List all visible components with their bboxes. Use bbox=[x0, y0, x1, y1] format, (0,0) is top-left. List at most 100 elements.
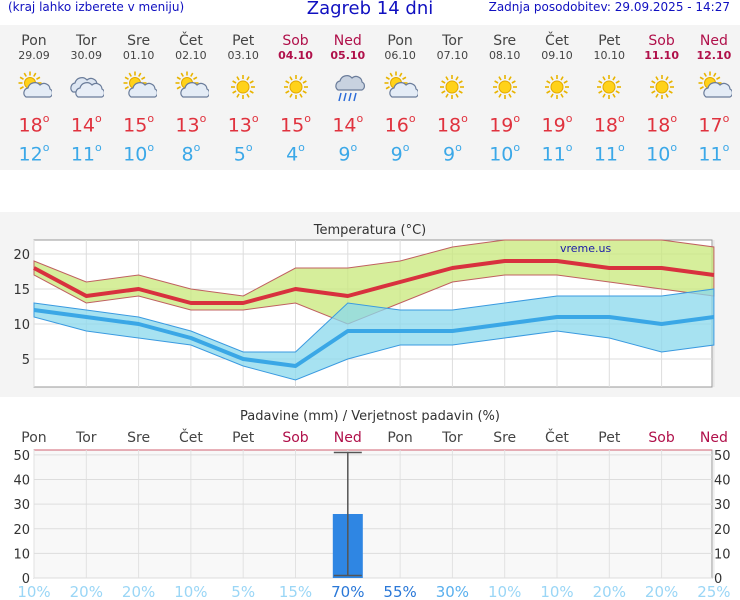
probability-label: 25% bbox=[697, 583, 730, 600]
day-name: Pet bbox=[598, 33, 621, 49]
rain-cloud-icon bbox=[335, 75, 365, 102]
max-temp: 13o bbox=[227, 112, 259, 137]
precipitation-title: Padavine (mm) / Verjetnost padavin (%) bbox=[240, 409, 500, 424]
min-temp: 10o bbox=[489, 141, 521, 166]
day-date: 09.10 bbox=[541, 49, 573, 62]
y-tick-label: 50 bbox=[13, 449, 30, 464]
max-temp: 15o bbox=[123, 112, 155, 137]
probability-label: 10% bbox=[540, 583, 573, 600]
sun-cloud-icon bbox=[384, 71, 419, 98]
probability-label: 20% bbox=[645, 583, 678, 600]
x-tick-label: Čet bbox=[545, 428, 569, 446]
y-tick-label-right: 20 bbox=[714, 523, 731, 538]
sun-icon bbox=[440, 75, 465, 99]
day-name: Čet bbox=[545, 33, 569, 49]
day-date: 30.09 bbox=[70, 49, 103, 62]
x-tick-label: Čet bbox=[179, 428, 203, 446]
x-tick-label: Pet bbox=[598, 430, 621, 446]
y-tick-label: 10 bbox=[13, 318, 30, 333]
min-temp: 12o bbox=[18, 141, 50, 166]
day-date: 10.10 bbox=[593, 49, 626, 62]
sun-icon bbox=[283, 75, 308, 99]
y-tick-label-right: 40 bbox=[714, 474, 731, 489]
cloud-icon bbox=[70, 77, 105, 98]
day-date: 04.10 bbox=[278, 49, 313, 62]
max-temp: 17o bbox=[698, 112, 730, 137]
probability-label: 20% bbox=[70, 583, 103, 600]
min-temp: 11o bbox=[541, 141, 573, 166]
sun-icon bbox=[649, 75, 674, 99]
x-tick-label: Pet bbox=[232, 430, 255, 446]
day-date: 05.10 bbox=[330, 49, 366, 62]
day-date: 08.10 bbox=[488, 49, 521, 62]
min-temp: 11o bbox=[698, 141, 730, 166]
y-tick-label: 20 bbox=[13, 248, 30, 263]
y-tick-label: 40 bbox=[13, 474, 30, 489]
min-temp: 4o bbox=[286, 141, 305, 166]
last-update: Zadnja posodobitev: 29.09.2025 - 14:27 bbox=[488, 0, 730, 14]
min-temp: 11o bbox=[70, 141, 102, 166]
temperature-title: Temperatura (°C) bbox=[313, 223, 426, 238]
min-temp: 9o bbox=[442, 141, 462, 166]
x-tick-label: Tor bbox=[441, 430, 463, 446]
day-date: 07.10 bbox=[436, 49, 469, 62]
y-tick-label: 10 bbox=[13, 547, 30, 562]
sun-cloud-icon bbox=[175, 71, 209, 98]
min-temp: 8o bbox=[181, 141, 201, 166]
temperature-chart: Temperatura (°C) 5 10 15 20 vreme.us bbox=[0, 212, 740, 397]
max-temp: 16o bbox=[384, 112, 416, 137]
min-temp: 5o bbox=[233, 141, 253, 166]
location-hint[interactable]: (kraj lahko izberete v meniju) bbox=[8, 0, 185, 14]
day-name: Čet bbox=[178, 33, 203, 49]
x-tick-label: Sob bbox=[648, 430, 674, 446]
max-temp: 19o bbox=[489, 112, 521, 137]
x-tick-label: Tor bbox=[75, 430, 97, 446]
day-date: 11.10 bbox=[644, 49, 679, 62]
max-temp: 15o bbox=[280, 112, 311, 137]
sun-icon bbox=[597, 75, 622, 99]
max-temp: 18o bbox=[646, 112, 678, 137]
sun-icon bbox=[545, 75, 569, 99]
probability-label: 10% bbox=[488, 583, 521, 600]
max-temp: 19o bbox=[541, 112, 573, 137]
max-temp: 14o bbox=[332, 112, 364, 137]
y-tick-label: 20 bbox=[13, 523, 30, 538]
x-tick-label: Ned bbox=[700, 430, 728, 446]
probability-label: 20% bbox=[593, 583, 626, 600]
max-temp: 18o bbox=[18, 112, 50, 137]
probability-label: 20% bbox=[122, 583, 155, 600]
y-tick-label-right: 10 bbox=[714, 547, 731, 562]
probability-label: 30% bbox=[436, 583, 469, 600]
sun-cloud-icon bbox=[698, 71, 732, 98]
day-name: Sob bbox=[648, 33, 675, 49]
min-temp: 9o bbox=[390, 141, 410, 166]
min-temp: 10o bbox=[646, 141, 678, 166]
day-date: 02.10 bbox=[175, 49, 207, 62]
max-temp: 18o bbox=[593, 112, 625, 137]
watermark: vreme.us bbox=[560, 242, 612, 255]
y-tick-label: 0 bbox=[22, 572, 30, 587]
x-tick-label: Pon bbox=[21, 430, 46, 446]
x-tick-label: Sre bbox=[127, 430, 150, 446]
max-temp: 13o bbox=[175, 112, 207, 137]
x-tick-label: Ned bbox=[334, 430, 362, 446]
day-date: 29.09 bbox=[18, 49, 50, 62]
y-tick-label: 15 bbox=[13, 283, 30, 298]
day-name: Pon bbox=[21, 33, 47, 49]
max-temp: 14o bbox=[70, 112, 102, 137]
page-title: Zagreb 14 dni bbox=[306, 0, 434, 19]
day-date: 01.10 bbox=[122, 49, 155, 62]
range-band bbox=[33, 288, 715, 381]
y-tick-label-right: 30 bbox=[714, 498, 731, 513]
day-name: Ned bbox=[333, 33, 362, 49]
y-tick-label-right: 50 bbox=[714, 449, 731, 464]
probability-label: 55% bbox=[383, 583, 416, 600]
min-temp: 11o bbox=[593, 141, 625, 166]
probability-label: 5% bbox=[231, 583, 255, 600]
day-name: Ned bbox=[699, 33, 728, 49]
x-tick-label: Sob bbox=[282, 430, 308, 446]
series-line bbox=[33, 308, 715, 368]
min-temp: 10o bbox=[123, 141, 155, 166]
y-tick-label: 5 bbox=[22, 353, 30, 368]
sun-icon bbox=[492, 75, 517, 99]
